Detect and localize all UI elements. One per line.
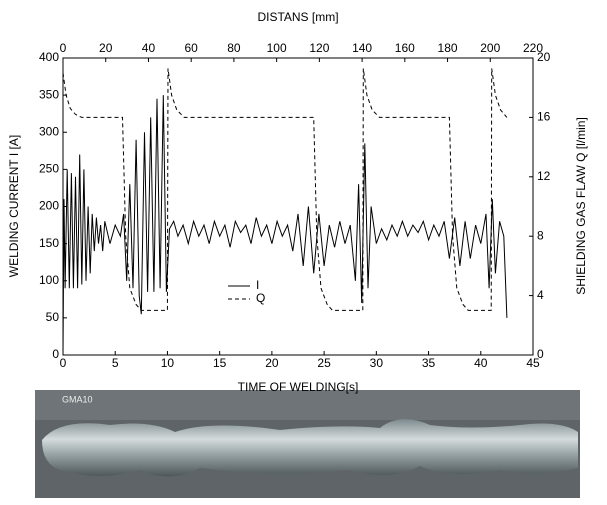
y-tick-label: 150 xyxy=(39,236,59,250)
x2-tick-label: 20 xyxy=(99,41,113,55)
y-tick-label: 300 xyxy=(39,124,59,138)
x-axis-title: TIME OF WELDING[s] xyxy=(238,380,359,394)
x2-tick-label: 160 xyxy=(395,41,415,55)
x-tick-label: 20 xyxy=(265,356,279,370)
weld-photo: GMA10 xyxy=(35,390,580,498)
y-tick-label: 50 xyxy=(46,310,60,324)
x-tick-label: 40 xyxy=(474,356,488,370)
series-line xyxy=(62,68,508,311)
x2-tick-label: 180 xyxy=(438,41,458,55)
y-tick-label: 0 xyxy=(52,347,59,361)
x-tick-label: 10 xyxy=(161,356,175,370)
x-tick-label: 45 xyxy=(526,356,540,370)
x2-tick-label: 100 xyxy=(267,41,287,55)
y-axis-title: WELDING CURRENT I [A] xyxy=(7,135,21,277)
x-tick-label: 15 xyxy=(213,356,227,370)
y2-tick-label: 4 xyxy=(537,288,544,302)
x-tick-label: 0 xyxy=(60,356,67,370)
y-tick-label: 350 xyxy=(39,87,59,101)
x2-axis-title: DISTANS [mm] xyxy=(257,10,338,24)
y2-tick-label: 0 xyxy=(537,347,544,361)
x-tick-label: 35 xyxy=(422,356,436,370)
x2-tick-label: 120 xyxy=(309,41,329,55)
plot-frame xyxy=(62,57,534,356)
x2-tick-label: 60 xyxy=(185,41,199,55)
x-tick-label: 25 xyxy=(317,356,331,370)
x-tick-label: 5 xyxy=(112,356,119,370)
photo-label: GMA10 xyxy=(62,394,93,404)
y-tick-label: 250 xyxy=(39,162,59,176)
legend-label: Q xyxy=(256,291,265,305)
y2-tick-label: 20 xyxy=(537,50,551,64)
y2-tick-label: 16 xyxy=(537,110,551,124)
x2-tick-label: 140 xyxy=(352,41,372,55)
series-line xyxy=(62,95,508,356)
y2-axis-title: SHIELDING GAS FLAW Q [l/min] xyxy=(574,117,588,295)
x2-tick-label: 0 xyxy=(60,41,67,55)
y2-tick-label: 8 xyxy=(537,228,544,242)
x-tick-label: 30 xyxy=(370,356,384,370)
x2-tick-label: 220 xyxy=(523,41,543,55)
x2-tick-label: 200 xyxy=(480,41,500,55)
legend-label: I xyxy=(256,278,259,292)
y-tick-label: 100 xyxy=(39,273,59,287)
y-tick-label: 400 xyxy=(39,50,59,64)
y2-tick-label: 12 xyxy=(537,169,551,183)
x2-tick-label: 80 xyxy=(227,41,241,55)
y-tick-label: 200 xyxy=(39,199,59,213)
x2-tick-label: 40 xyxy=(142,41,156,55)
